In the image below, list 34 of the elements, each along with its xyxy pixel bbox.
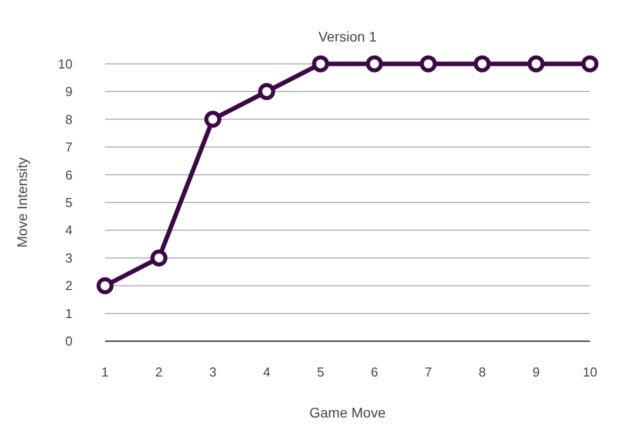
- y-tick-label: 7: [65, 140, 73, 155]
- point: [150, 249, 168, 266]
- x-tick-label: 5: [316, 364, 324, 380]
- y-tick-label: 1: [65, 306, 73, 321]
- y-tick-label: 5: [65, 195, 73, 210]
- point: [528, 56, 545, 72]
- x-tick-label: 8: [478, 364, 486, 380]
- x-tick-label: 4: [263, 364, 270, 380]
- x-tick-label: 10: [582, 364, 598, 380]
- y-tick-label: 2: [65, 278, 73, 294]
- chart-title: Version 1: [318, 28, 377, 44]
- y-tick-label: 0: [65, 334, 73, 349]
- point: [96, 277, 114, 294]
- point: [312, 56, 330, 72]
- y-tick-label: 4: [65, 222, 73, 238]
- y-tick-label: 6: [65, 167, 73, 182]
- point: [366, 56, 383, 72]
- point: [581, 56, 598, 72]
- y-tick-label: 3: [65, 250, 73, 266]
- x-axis-title: Game Move: [309, 404, 386, 420]
- x-tick-label: 6: [370, 364, 378, 380]
- x-tick-label: 3: [209, 364, 216, 380]
- x-tick-label: 1: [101, 364, 109, 380]
- x-tick-label: 2: [155, 364, 163, 380]
- point: [420, 56, 437, 72]
- x-tick-label: 9: [532, 364, 540, 380]
- point: [258, 83, 276, 100]
- y-tick-label: 10: [58, 56, 73, 72]
- point: [204, 110, 222, 128]
- y-tick-label: 9: [65, 84, 73, 100]
- y-axis-title: Move Intensity: [14, 157, 30, 248]
- point: [474, 56, 491, 72]
- y-tick-label: 8: [65, 112, 73, 127]
- x-tick-label: 7: [424, 364, 432, 380]
